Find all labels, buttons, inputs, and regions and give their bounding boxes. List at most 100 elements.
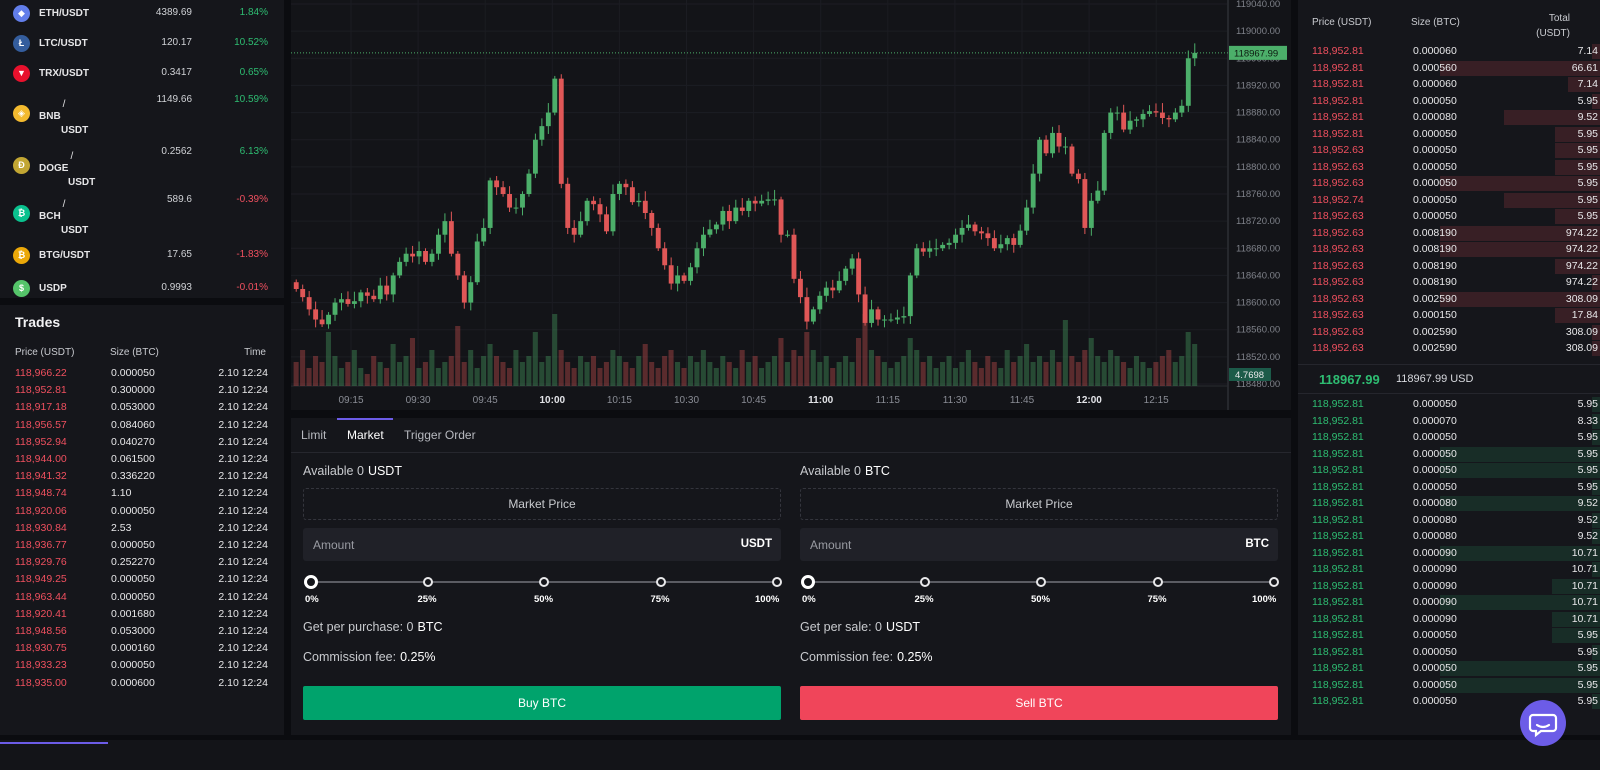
ask-row[interactable]: 118,952.63 0.008190 974.22: [1298, 275, 1600, 292]
market-row-btg[interactable]: ₿ BTG/USDT 17.65 -1.83%: [0, 242, 284, 272]
slider-mark-50[interactable]: [1036, 577, 1046, 587]
volume-bar: [429, 350, 435, 386]
bid-row[interactable]: 118,952.81 0.000090 10.71: [1298, 595, 1600, 612]
volume-bar: [500, 362, 506, 386]
bid-row[interactable]: 118,952.81 0.000090 10.71: [1298, 578, 1600, 596]
slider-mark-75[interactable]: [655, 577, 666, 587]
slider-mark-25[interactable]: [919, 577, 930, 587]
bid-row[interactable]: 118,952.81 0.000050 5.95: [1298, 397, 1600, 414]
slider-mark-50[interactable]: [539, 577, 549, 587]
candle-body: [526, 173, 532, 194]
volume-bar: [914, 350, 920, 386]
ask-row[interactable]: 118,952.81 0.000060 7.14: [1298, 77, 1600, 94]
volume-bar: [397, 362, 403, 386]
chat-support-button[interactable]: [1520, 700, 1566, 746]
bid-row[interactable]: 118,952.81 0.000050 5.95: [1298, 694, 1600, 711]
orderbook-total: 10.71: [1571, 563, 1598, 575]
market-row-doge[interactable]: Ð DOGE/ USDT 0.2562 6.13%: [0, 142, 284, 194]
bid-row[interactable]: 118,952.81 0.000090 10.71: [1298, 545, 1600, 563]
volume-bar: [474, 368, 480, 386]
ask-row[interactable]: 118,952.63 0.008190 974.22: [1298, 258, 1600, 276]
trade-size: 0.053000: [111, 625, 155, 637]
bid-row[interactable]: 118,952.81 0.000050 5.95: [1298, 677, 1600, 695]
candle-body: [397, 261, 403, 276]
market-row-eth[interactable]: ◆ ETH/USDT 4389.69 1.84%: [0, 0, 284, 30]
ask-row[interactable]: 118,952.81 0.000560 66.61: [1298, 60, 1600, 78]
sell-amount-input[interactable]: Amount BTC: [800, 528, 1278, 561]
trade-price: 118,956.57: [15, 418, 67, 431]
bid-row[interactable]: 118,952.81 0.000090 10.71: [1298, 562, 1600, 579]
orderbook-total: 66.61: [1571, 61, 1598, 74]
bid-row[interactable]: 118,952.81 0.000050 5.95: [1298, 430, 1600, 447]
trade-size: 0.000050: [111, 504, 155, 517]
bid-row[interactable]: 118,952.81 0.000050 5.95: [1298, 644, 1600, 662]
volume-bar: [293, 362, 299, 386]
bid-row[interactable]: 118,952.81 0.000050 5.95: [1298, 463, 1600, 480]
time-tick-label: 12:15: [1144, 395, 1169, 406]
bid-row[interactable]: 118,952.81 0.000050 5.95: [1298, 446, 1600, 464]
ask-row[interactable]: 118,952.63 0.008190 974.22: [1298, 225, 1600, 243]
ask-row[interactable]: 118,952.81 0.000060 7.14: [1298, 44, 1600, 61]
orderbook-price: 118,952.74: [1312, 193, 1364, 206]
volume-bar: [1179, 356, 1185, 386]
ask-row[interactable]: 118,952.63 0.000050 5.95: [1298, 209, 1600, 226]
ask-row[interactable]: 118,952.74 0.000050 5.95: [1298, 192, 1600, 210]
volume-bar: [455, 326, 461, 386]
slider-mark-25[interactable]: [422, 577, 433, 587]
buy-btc-button[interactable]: Buy BTC: [303, 686, 781, 720]
bid-row[interactable]: 118,952.81 0.000050 5.95: [1298, 479, 1600, 497]
volume-bar: [1036, 356, 1043, 386]
market-row-usdp[interactable]: $ USDP 0.9993 -0.01%: [0, 275, 284, 305]
ask-row[interactable]: 118,952.81 0.000080 9.52: [1298, 110, 1600, 127]
bid-row[interactable]: 118,952.81 0.000050 5.95: [1298, 628, 1600, 645]
slider-mark-100[interactable]: [772, 577, 782, 587]
ask-row[interactable]: 118,952.63 0.002590 308.09: [1298, 291, 1600, 309]
bid-row[interactable]: 118,952.81 0.000050 5.95: [1298, 661, 1600, 678]
market-row-bch[interactable]: ₿ BCH/ USDT 589.6 -0.39%: [0, 190, 284, 242]
ask-row[interactable]: 118,952.81 0.000050 5.95: [1298, 126, 1600, 144]
trade-price: 118,929.76: [15, 556, 67, 569]
ask-row[interactable]: 118,952.63 0.002590 308.09: [1298, 324, 1600, 342]
orderbook-total: 974.22: [1565, 226, 1598, 239]
volume-bar: [1127, 368, 1133, 386]
slider-mark-0[interactable]: [304, 575, 318, 589]
ask-row[interactable]: 118,952.63 0.002590 308.09: [1298, 341, 1600, 358]
orderbook-total: 308.09: [1565, 342, 1598, 354]
volume-bar: [558, 350, 564, 386]
trade-size: 0.336220: [111, 470, 155, 483]
market-row-trx[interactable]: ▼ TRX/USDT 0.3417 0.65%: [0, 60, 284, 90]
ltc-icon: Ł: [13, 35, 30, 52]
slider-label: 100%: [1252, 594, 1277, 605]
ask-row[interactable]: 118,952.63 0.000050 5.95: [1298, 176, 1600, 193]
doge-icon: Ð: [13, 157, 30, 174]
ask-row[interactable]: 118,952.63 0.000050 5.95: [1298, 159, 1600, 177]
slider-mark-0[interactable]: [801, 575, 815, 589]
bid-row[interactable]: 118,952.81 0.000090 10.71: [1298, 611, 1600, 629]
ask-row[interactable]: 118,952.63 0.000150 17.84: [1298, 308, 1600, 325]
bid-row[interactable]: 118,952.81 0.000070 8.33: [1298, 413, 1600, 431]
bid-row[interactable]: 118,952.81 0.000080 9.52: [1298, 512, 1600, 530]
depth-bar: [1504, 192, 1600, 208]
bid-row[interactable]: 118,952.81 0.000080 9.52: [1298, 496, 1600, 513]
ask-row[interactable]: 118,952.81 0.000050 5.95: [1298, 93, 1600, 111]
ask-row[interactable]: 118,952.63 0.000050 5.95: [1298, 143, 1600, 160]
slider-mark-75[interactable]: [1152, 577, 1163, 587]
sell-btc-button[interactable]: Sell BTC: [800, 686, 1278, 720]
orderbook-header-size: Size (BTC): [1411, 17, 1460, 28]
buy-amount-input[interactable]: Amount USDT: [303, 528, 781, 561]
tab-market[interactable]: Market: [347, 428, 384, 442]
candle-body: [1185, 58, 1191, 106]
price-chart[interactable]: 119040.00119000.00118960.00118920.001188…: [291, 0, 1291, 410]
slider-label: 25%: [417, 594, 437, 605]
price-tick-label: 119040.00: [1236, 0, 1280, 10]
bid-row[interactable]: 118,952.81 0.000080 9.52: [1298, 529, 1600, 546]
market-row-bnb[interactable]: ◈ BNB/ USDT 1149.66 10.59%: [0, 90, 284, 142]
candlestick-chart[interactable]: 119040.00119000.00118960.00118920.001188…: [291, 0, 1291, 410]
tab-limit[interactable]: Limit: [301, 428, 327, 442]
market-row-ltc[interactable]: Ł LTC/USDT 120.17 10.52%: [0, 30, 284, 60]
ask-row[interactable]: 118,952.63 0.008190 974.22: [1298, 242, 1600, 259]
depth-bar: [1440, 291, 1600, 307]
tab-trigger-order[interactable]: Trigger Order: [404, 428, 476, 442]
candle-body: [1172, 112, 1178, 120]
slider-mark-100[interactable]: [1269, 577, 1279, 587]
